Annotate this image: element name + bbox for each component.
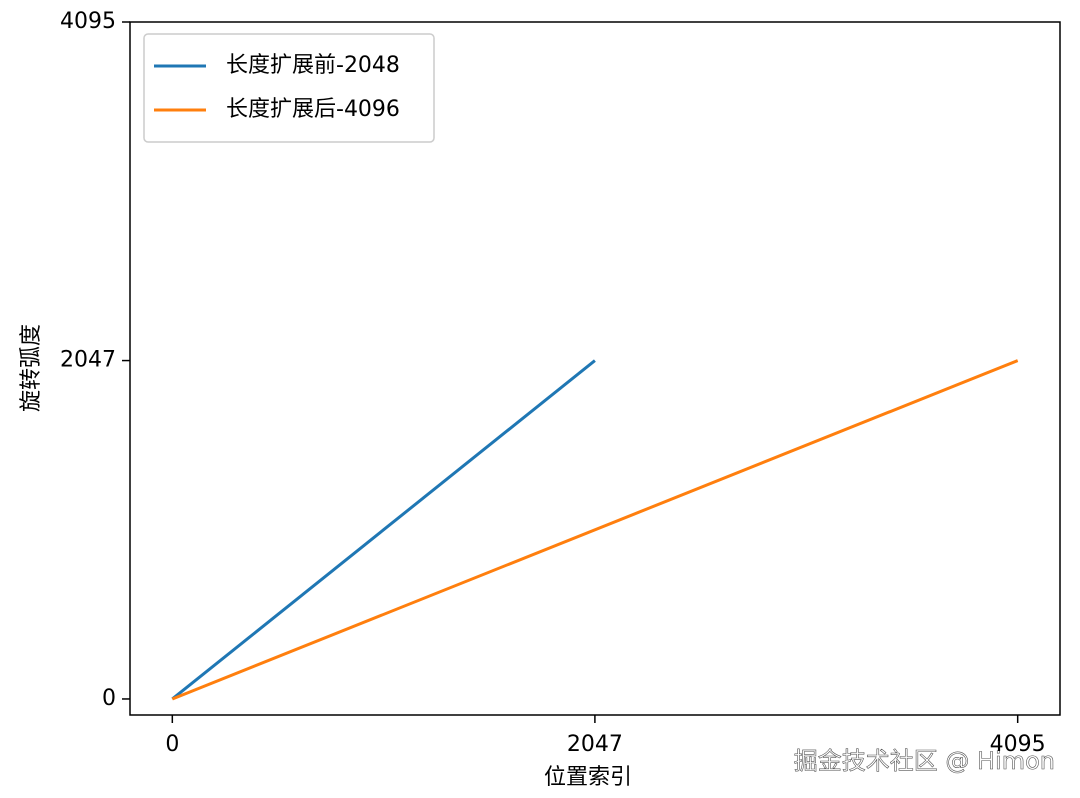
y-tick-label: 4095 — [60, 9, 116, 34]
x-tick-label: 4095 — [990, 732, 1046, 757]
x-tick-label: 2047 — [567, 732, 623, 757]
legend-label: 长度扩展前-2048 — [226, 53, 400, 78]
series-line — [171, 359, 596, 701]
y-tick-label: 0 — [102, 686, 116, 711]
watermark: 掘金技术社区 @ Himon — [794, 747, 1055, 775]
series-line — [171, 359, 1019, 701]
x-tick-label: 0 — [165, 732, 179, 757]
legend-box — [143, 33, 435, 143]
y-axis-label: 旋转弧度 — [19, 324, 44, 412]
legend-label: 长度扩展后-4096 — [226, 97, 400, 122]
y-tick-label: 2047 — [60, 348, 116, 373]
x-axis-label: 位置索引 — [544, 765, 632, 790]
